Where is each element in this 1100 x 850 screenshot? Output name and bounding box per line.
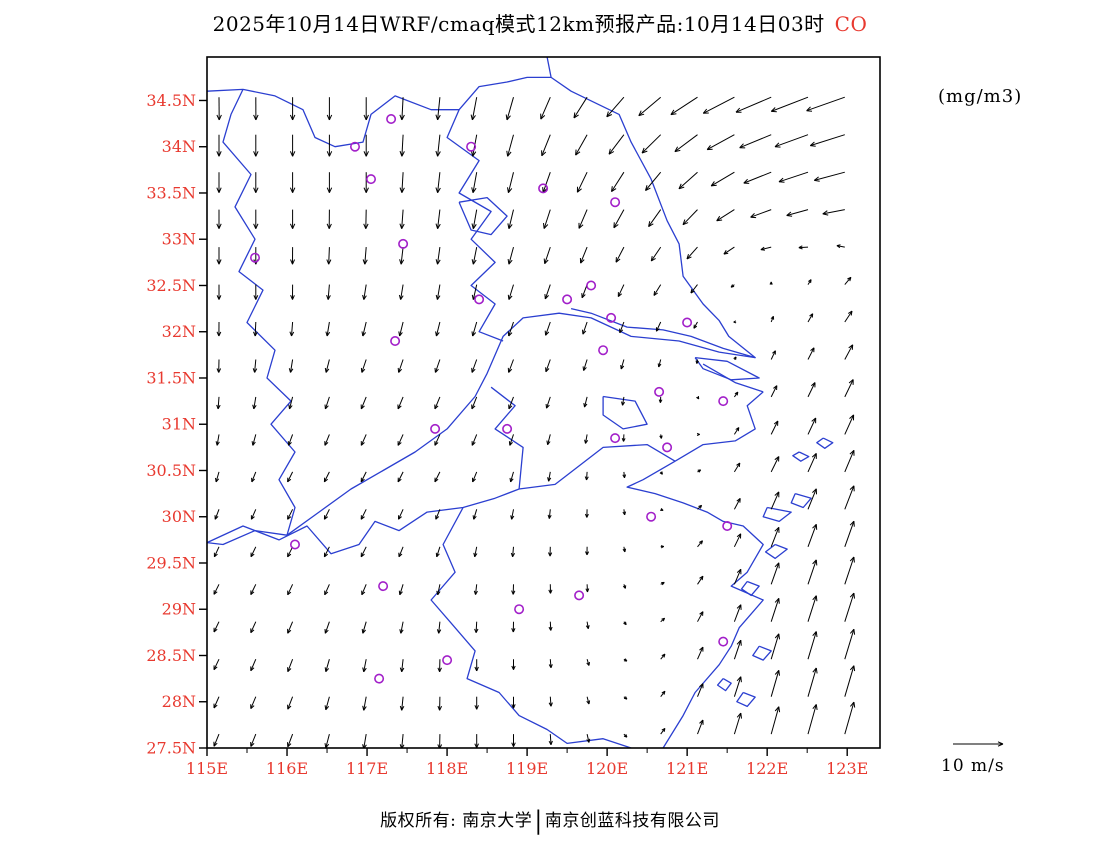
boundary-lake-hongze: [458, 196, 508, 236]
x-tick-label: 119E: [506, 759, 548, 778]
x-tick-label: 115E: [186, 759, 228, 778]
station-marker: [378, 581, 389, 592]
x-tick-label: 123E: [826, 759, 868, 778]
boundary-lake-taihu: [602, 395, 648, 430]
station-marker: [610, 197, 621, 208]
boundary-island: [716, 678, 732, 692]
station-marker: [398, 238, 409, 249]
page-title: 2025年10月14日WRF/cmaq模式12km预报产品:10月14日03时 C…: [0, 8, 1080, 37]
boundary-border-shandong: [207, 76, 552, 148]
copyright-footer: 版权所有: 南京大学 | 南京创蓝科技有限公司: [0, 806, 1100, 836]
station-marker: [514, 604, 525, 615]
title-text: 2025年10月14日WRF/cmaq模式12km预报产品:10月14日03时: [212, 12, 825, 36]
province-boundaries: [207, 57, 834, 748]
boundary-border-jiangsu-anhui-north: [446, 109, 504, 342]
station-marker: [718, 396, 729, 407]
x-tick-label: 118E: [426, 759, 468, 778]
x-tick-label: 117E: [346, 759, 388, 778]
station-marker: [430, 423, 441, 434]
station-marker: [606, 312, 617, 323]
station-marker: [610, 433, 621, 444]
station-marker: [474, 294, 485, 305]
x-tick-label: 120E: [586, 759, 628, 778]
y-tick-label: 33.5N: [146, 183, 196, 202]
station-marker: [374, 673, 385, 684]
boundary-border-zhejiang-jiangxi: [430, 507, 632, 748]
station-marker: [538, 183, 549, 194]
station-marker: [574, 590, 585, 601]
station-marker: [502, 423, 513, 434]
station-marker: [682, 317, 693, 328]
boundary-island: [792, 451, 810, 462]
station-marker: [365, 174, 376, 185]
footer-separator: |: [535, 806, 542, 836]
boundary-coast-south: [626, 391, 764, 748]
y-tick-label: 31N: [162, 415, 196, 434]
station-marker: [386, 114, 397, 125]
x-axis: 115E 116E 117E 118E 119E 120E 121E 122E 123E: [186, 748, 868, 778]
station-marker: [442, 655, 453, 666]
wind-legend-arrow: [953, 741, 1004, 747]
boundary-island: [762, 506, 792, 523]
y-tick-label: 27.5N: [146, 739, 196, 758]
y-tick-label: 30N: [162, 507, 196, 526]
boundary-coast-north: [546, 57, 756, 359]
boundary-island: [736, 691, 756, 708]
plot-border: [206, 56, 881, 749]
station-marker: [662, 442, 673, 453]
station-marker: [349, 141, 360, 152]
boundary-island: [740, 580, 760, 597]
station-marker: [646, 511, 657, 522]
boundary-island: [764, 543, 788, 560]
y-tick-label: 30.5N: [146, 461, 196, 480]
x-tick-label: 121E: [666, 759, 708, 778]
station-markers: [250, 114, 733, 684]
boundary-border-south-chain: [207, 443, 676, 555]
wind-vectors: [213, 96, 856, 748]
y-tick-label: 33N: [162, 230, 196, 249]
station-marker: [466, 141, 477, 152]
station-marker: [562, 294, 573, 305]
station-marker: [250, 252, 261, 263]
x-tick-label: 122E: [746, 759, 788, 778]
y-tick-label: 28.5N: [146, 646, 196, 665]
wind-legend-label: 10 m/s: [941, 756, 1005, 776]
station-marker: [586, 280, 597, 291]
y-tick-label: 28N: [162, 692, 196, 711]
units-label: (mg/m3): [938, 86, 1023, 107]
copyright-right: 南京创蓝科技有限公司: [544, 811, 720, 831]
boundary-estuary-channel: [702, 363, 764, 393]
y-tick-label: 31.5N: [146, 368, 196, 387]
y-tick-label: 29.5N: [146, 553, 196, 572]
station-marker: [654, 386, 665, 397]
x-tick-label: 116E: [266, 759, 308, 778]
boundary-border-henan-anhui: [222, 89, 296, 536]
y-tick-label: 29N: [162, 600, 196, 619]
y-tick-label: 32.5N: [146, 276, 196, 295]
y-axis: 34.5N 34N 33.5N 33N 32.5N 32N 31.5N 31N 30.5N 30N…: [146, 91, 207, 758]
boundary-island: [752, 645, 772, 661]
station-marker: [722, 520, 733, 531]
boundary-border-jiangsu-anhui-south: [490, 386, 524, 490]
y-tick-label: 34.5N: [146, 91, 196, 110]
station-marker: [289, 539, 300, 550]
boundary-island: [816, 437, 834, 449]
boundary-island: [790, 492, 812, 509]
species-label: CO: [834, 12, 868, 36]
station-marker: [390, 335, 401, 346]
copyright-left: 版权所有: 南京大学: [380, 811, 533, 831]
y-tick-label: 32N: [162, 322, 196, 341]
station-marker: [598, 345, 609, 356]
station-marker: [718, 636, 729, 647]
y-tick-label: 34N: [162, 137, 196, 156]
boundary-chongming-island: [694, 356, 760, 381]
boundary-yangtze-river: [207, 312, 756, 546]
